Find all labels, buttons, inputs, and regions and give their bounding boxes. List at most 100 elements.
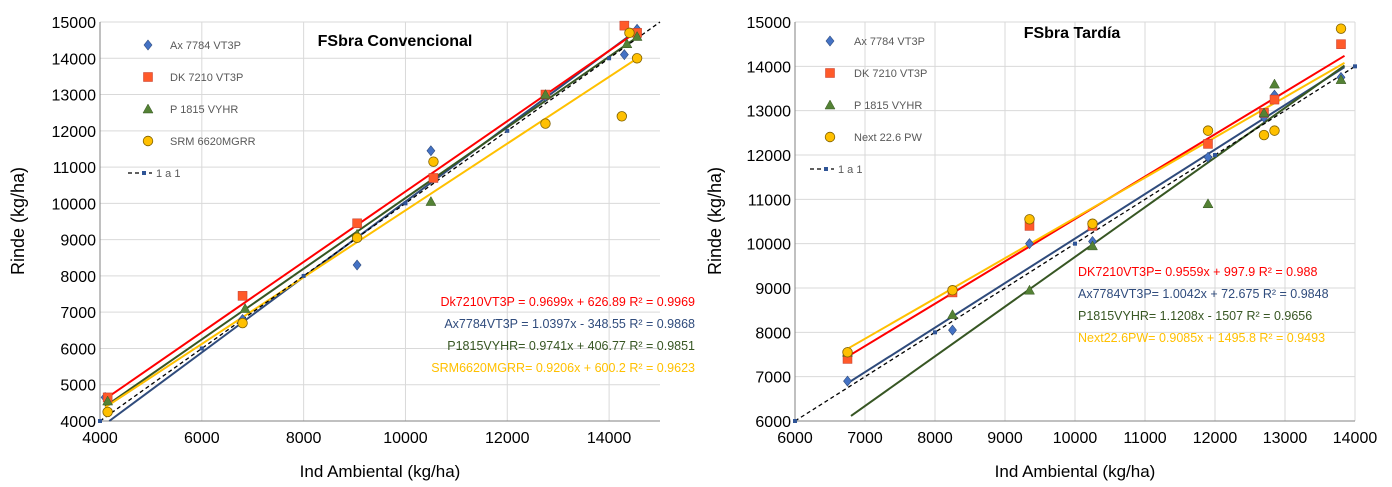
data-point <box>1258 107 1270 118</box>
legend-swatch <box>824 99 836 110</box>
data-point <box>352 259 362 271</box>
legend-label: P 1815 VYHR <box>854 100 922 112</box>
data-point <box>540 89 551 99</box>
x-tick-label: 13000 <box>1263 430 1308 447</box>
data-point <box>1087 240 1098 251</box>
data-point <box>428 156 439 167</box>
data-point <box>426 145 436 157</box>
trend-line <box>99 21 661 422</box>
regression-equation: Ax7784VT3P= 1.0042x + 72.675 R² = 0.9848 <box>1078 287 1329 301</box>
x-tick-label: 8000 <box>917 430 953 447</box>
x-tick-label: 9000 <box>987 430 1023 447</box>
data-point <box>540 118 551 129</box>
data-point <box>403 201 408 206</box>
data-point <box>843 375 852 387</box>
data-point <box>1269 78 1280 89</box>
regression-equation: P1815VYHR= 1.1208x - 1507 R² = 0.9656 <box>1078 309 1312 323</box>
data-point <box>619 49 629 61</box>
x-tick-label: 6000 <box>184 430 220 447</box>
y-tick-label: 9000 <box>60 233 96 250</box>
legend-swatch <box>825 35 835 47</box>
legend-swatch <box>143 72 153 82</box>
x-axis-label: Ind Ambiental (kg/ha) <box>995 462 1156 481</box>
data-point <box>1269 94 1280 105</box>
data-point <box>425 196 437 206</box>
x-tick-label: 8000 <box>286 430 322 447</box>
x-tick-label: 11000 <box>1123 430 1166 447</box>
data-point <box>1258 129 1270 141</box>
data-point <box>621 38 633 49</box>
y-tick-label: 12000 <box>52 124 97 141</box>
data-point <box>1024 214 1035 225</box>
data-point <box>616 111 628 122</box>
x-tick-label: 6000 <box>777 430 813 447</box>
y-tick-label: 10000 <box>747 237 792 254</box>
legend-label: 1 a 1 <box>838 164 862 176</box>
y-tick-label: 11000 <box>748 192 791 209</box>
y-axis-label: Rinde (kg/ha) <box>8 167 28 275</box>
y-tick-label: 12000 <box>747 148 792 165</box>
trend-line <box>104 55 641 409</box>
regression-equation: Dk7210VT3P = 0.9699x + 626.89 R² = 0.996… <box>441 295 696 309</box>
legend-label: Next 22.6 PW <box>854 132 922 144</box>
legend-swatch <box>143 39 153 51</box>
data-point <box>1269 125 1280 136</box>
y-tick-label: 7000 <box>60 305 96 322</box>
y-tick-label: 9000 <box>755 281 791 298</box>
data-point <box>842 347 853 358</box>
x-tick-label: 10000 <box>1053 430 1098 447</box>
data-point <box>352 218 362 229</box>
x-tick-label: 12000 <box>1193 430 1238 447</box>
data-point <box>947 309 958 319</box>
chart-title: FSbra Convencional <box>318 33 473 50</box>
legend-swatch <box>824 167 828 171</box>
chart-panel-2: 6000 7000 8000 9000 10000 11000 12000 13000 1400… <box>705 15 1377 481</box>
trend-line <box>104 28 641 400</box>
y-tick-label: 15000 <box>52 15 97 32</box>
data-point <box>239 303 251 313</box>
y-tick-label: 15000 <box>747 15 792 32</box>
y-axis-label: Rinde (kg/ha) <box>705 167 725 275</box>
data-point <box>631 30 643 41</box>
chart-panel-1: 4000 6000 8000 10000 12000 14000 4000 5000 6000 7… <box>8 15 695 481</box>
data-point <box>948 324 957 336</box>
x-tick-label: 14000 <box>587 430 632 447</box>
y-tick-label: 11000 <box>53 160 96 177</box>
data-point <box>199 346 204 351</box>
y-tick-label: 8000 <box>755 325 791 342</box>
trend-line <box>108 27 641 422</box>
legend-label: DK 7210 VT3P <box>170 72 243 84</box>
y-tick-label: 14000 <box>52 51 97 68</box>
data-point <box>1203 139 1213 149</box>
data-point <box>619 20 630 31</box>
data-point <box>1336 39 1346 49</box>
legend-label: DK 7210 VT3P <box>854 68 927 80</box>
x-tick-label: 10000 <box>383 430 428 447</box>
y-tick-label: 4000 <box>60 414 96 431</box>
x-tick-label: 12000 <box>485 430 530 447</box>
legend-swatch <box>824 131 836 143</box>
data-point <box>102 395 114 406</box>
legend: Ax 7784 VT3P DK 7210 VT3P P 1815 VYHR Next … <box>810 35 927 176</box>
regression-equation: P1815VYHR= 0.9741x + 406.77 R² = 0.9851 <box>447 339 695 353</box>
data-point <box>1353 64 1357 69</box>
trend-line <box>104 34 641 408</box>
y-tick-label: 13000 <box>52 88 97 105</box>
regression-equation: DK7210VT3P= 0.9559x + 997.9 R² = 0.988 <box>1078 265 1317 279</box>
data-point <box>947 285 958 296</box>
data-point <box>237 291 248 301</box>
data-point <box>505 128 510 133</box>
data-point <box>1335 23 1347 34</box>
x-axis-label: Ind Ambiental (kg/ha) <box>300 462 461 481</box>
data-point <box>1335 74 1347 84</box>
y-tick-label: 7000 <box>755 370 791 387</box>
x-tick-label: 4000 <box>82 430 118 447</box>
data-point <box>1073 241 1077 246</box>
data-point <box>351 232 363 244</box>
data-point <box>1203 151 1213 163</box>
y-tick-label: 8000 <box>60 269 96 286</box>
legend: Ax 7784 VT3P DK 7210 VT3P P 1815 VYHR SRM 6… <box>128 39 256 180</box>
legend-label: Ax 7784 VT3P <box>170 40 241 52</box>
data-point <box>793 419 797 423</box>
